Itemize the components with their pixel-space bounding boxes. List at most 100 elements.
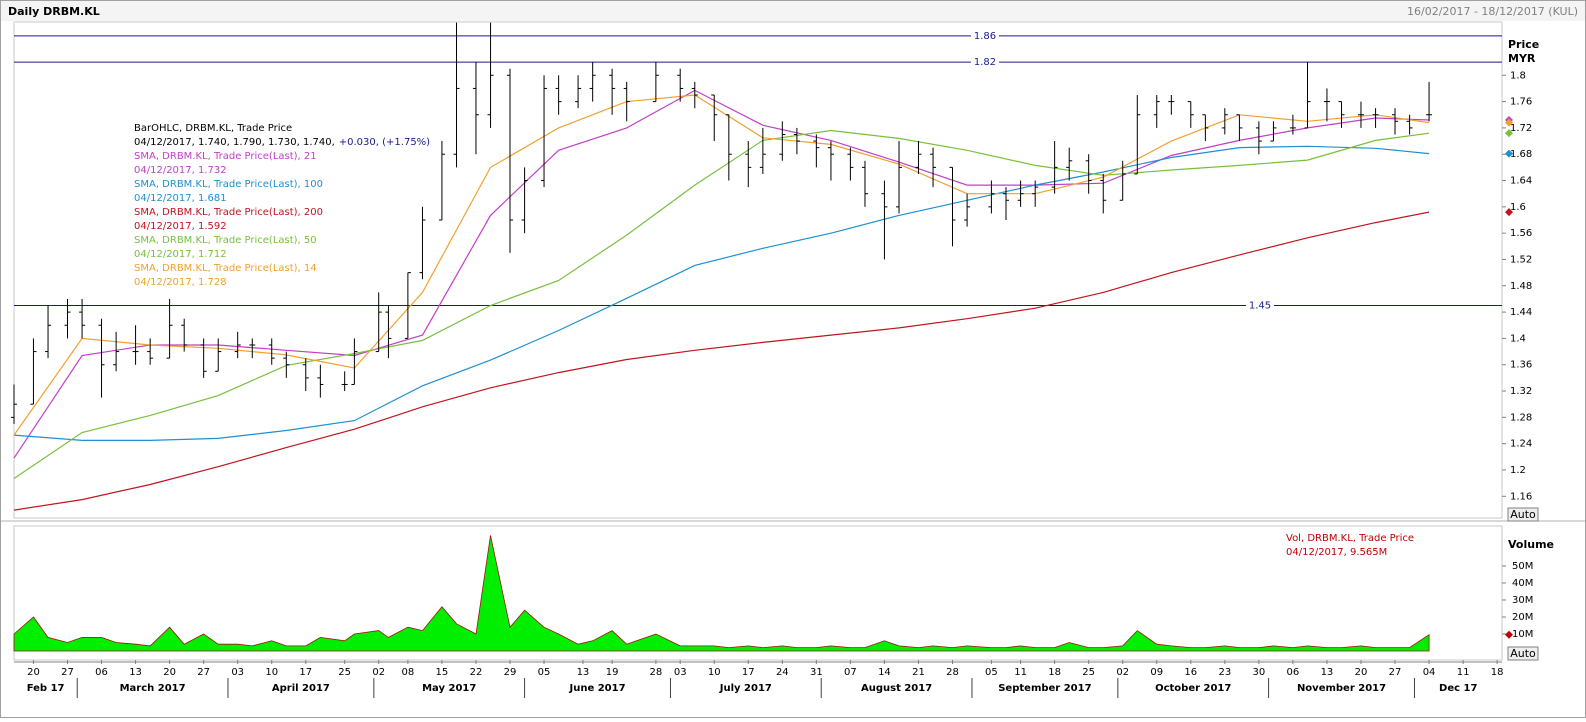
- y-tick-label: 1.48: [1510, 281, 1532, 292]
- x-tick-label: 27: [197, 667, 210, 678]
- x-tick-label: 04: [1423, 667, 1436, 678]
- x-tick-label: 09: [1150, 667, 1163, 678]
- horizontal-line-label-bg: [1246, 299, 1274, 312]
- x-tick-label: 18: [1048, 667, 1061, 678]
- volume-tick-label: 40M: [1512, 578, 1533, 589]
- y-tick-label: 1.16: [1510, 491, 1532, 502]
- legend-name: SMA, DRBM.KL, Trade Price(Last), 21: [134, 151, 317, 162]
- y-tick-label: 1.44: [1510, 307, 1532, 318]
- month-label: June 2017: [568, 683, 625, 694]
- x-tick-label: 22: [470, 667, 483, 678]
- month-label: March 2017: [120, 683, 186, 694]
- x-tick-label: 11: [1457, 667, 1470, 678]
- auto-button[interactable]: [1507, 646, 1539, 661]
- x-tick-label: 06: [95, 667, 108, 678]
- month-label: August 2017: [861, 683, 932, 694]
- x-tick-label: 07: [844, 667, 857, 678]
- volume-tick-label: 10M: [1512, 629, 1533, 640]
- y-tick-label: 1.68: [1510, 149, 1532, 160]
- header: [1, 1, 1585, 21]
- month-label: October 2017: [1155, 683, 1231, 694]
- y-tick-label: 1.6: [1510, 202, 1526, 213]
- y-tick-label: 1.52: [1510, 254, 1532, 265]
- x-tick-label: 17: [299, 667, 312, 678]
- volume-axis-title: Volume: [1508, 538, 1554, 551]
- legend-name: SMA, DRBM.KL, Trade Price(Last), 14: [134, 263, 317, 274]
- y-tick-label: 1.72: [1510, 123, 1532, 134]
- x-tick-label: 02: [1116, 667, 1129, 678]
- legend-name: BarOHLC, DRBM.KL, Trade Price: [134, 123, 292, 134]
- horizontal-line-label-bg: [971, 56, 999, 69]
- last-value-marker: [1505, 630, 1513, 639]
- x-tick-label: 11: [1014, 667, 1027, 678]
- x-tick-label: 05: [538, 667, 551, 678]
- x-tick-label: 20: [27, 667, 40, 678]
- month-label: Dec 17: [1439, 683, 1477, 694]
- x-tick-label: 23: [1218, 667, 1231, 678]
- x-tick-label: 13: [129, 667, 142, 678]
- x-tick-label: 28: [946, 667, 959, 678]
- sma-line: [13, 145, 1430, 441]
- x-tick-label: 06: [1287, 667, 1300, 678]
- volume-area: [13, 535, 1430, 652]
- x-tick-label: 24: [776, 667, 789, 678]
- x-tick-label: 20: [1355, 667, 1368, 678]
- legend-name: SMA, DRBM.KL, Trade Price(Last), 200: [134, 207, 323, 218]
- sma-line: [13, 211, 1430, 511]
- y-tick-label: 1.32: [1510, 386, 1532, 397]
- y-tick-label: 1.56: [1510, 228, 1532, 239]
- y-tick-label: 1.28: [1510, 412, 1532, 423]
- x-tick-label: 29: [504, 667, 517, 678]
- chart-title: Daily DRBM.KL: [8, 5, 100, 18]
- x-tick-label: 13: [577, 667, 590, 678]
- x-tick-label: 27: [61, 667, 74, 678]
- x-tick-label: 13: [1321, 667, 1334, 678]
- volume-tick-label: 20M: [1512, 612, 1533, 623]
- x-tick-label: 10: [708, 667, 721, 678]
- auto-label[interactable]: Auto: [1510, 647, 1536, 660]
- x-tick-label: 05: [985, 667, 998, 678]
- x-tick-label: 14: [878, 667, 891, 678]
- y-tick-label: 1.24: [1510, 439, 1532, 450]
- auto-label[interactable]: Auto: [1510, 508, 1536, 521]
- month-label: July 2017: [719, 683, 772, 694]
- last-value-marker: [1505, 149, 1513, 158]
- x-tick-label: 02: [372, 667, 385, 678]
- legend-name: SMA, DRBM.KL, Trade Price(Last), 50: [134, 235, 317, 246]
- x-tick-label: 16: [1184, 667, 1197, 678]
- y-tick-label: 1.36: [1510, 360, 1532, 371]
- x-tick-label: 25: [1082, 667, 1095, 678]
- last-value-marker: [1505, 208, 1513, 217]
- x-tick-label: 10: [265, 667, 278, 678]
- month-label: November 2017: [1297, 683, 1386, 694]
- x-tick-label: 25: [338, 667, 351, 678]
- x-tick-label: 03: [231, 667, 244, 678]
- last-value-marker: [1505, 129, 1513, 138]
- volume-panel: [13, 525, 1503, 661]
- x-tick-label: 03: [674, 667, 687, 678]
- y-axis-unit: MYR: [1508, 52, 1536, 65]
- x-tick-label: 30: [1252, 667, 1265, 678]
- legend-reading: 04/12/2017, 1.681: [134, 193, 227, 204]
- x-tick-label: 28: [650, 667, 663, 678]
- month-label: April 2017: [272, 683, 330, 694]
- price-panel: [13, 21, 1503, 519]
- x-tick-label: 15: [436, 667, 449, 678]
- x-tick-label: 20: [163, 667, 176, 678]
- horizontal-line-label: 1.86: [974, 31, 996, 42]
- x-tick-label: 31: [810, 667, 823, 678]
- last-value-marker: [1505, 118, 1513, 127]
- horizontal-line-label: 1.45: [1249, 301, 1271, 312]
- volume-tick-label: 30M: [1512, 595, 1533, 606]
- auto-button[interactable]: [1507, 507, 1539, 522]
- x-tick-label: 21: [912, 667, 925, 678]
- month-label: September 2017: [998, 683, 1091, 694]
- y-tick-label: 1.4: [1510, 333, 1526, 344]
- legend-reading: 04/12/2017, 1.732: [134, 165, 227, 176]
- legend-reading: 04/12/2017, 1.740, 1.790, 1.730, 1.740,: [134, 137, 335, 148]
- legend-reading: 04/12/2017, 1.712: [134, 249, 227, 260]
- horizontal-line-label-bg: [971, 29, 999, 42]
